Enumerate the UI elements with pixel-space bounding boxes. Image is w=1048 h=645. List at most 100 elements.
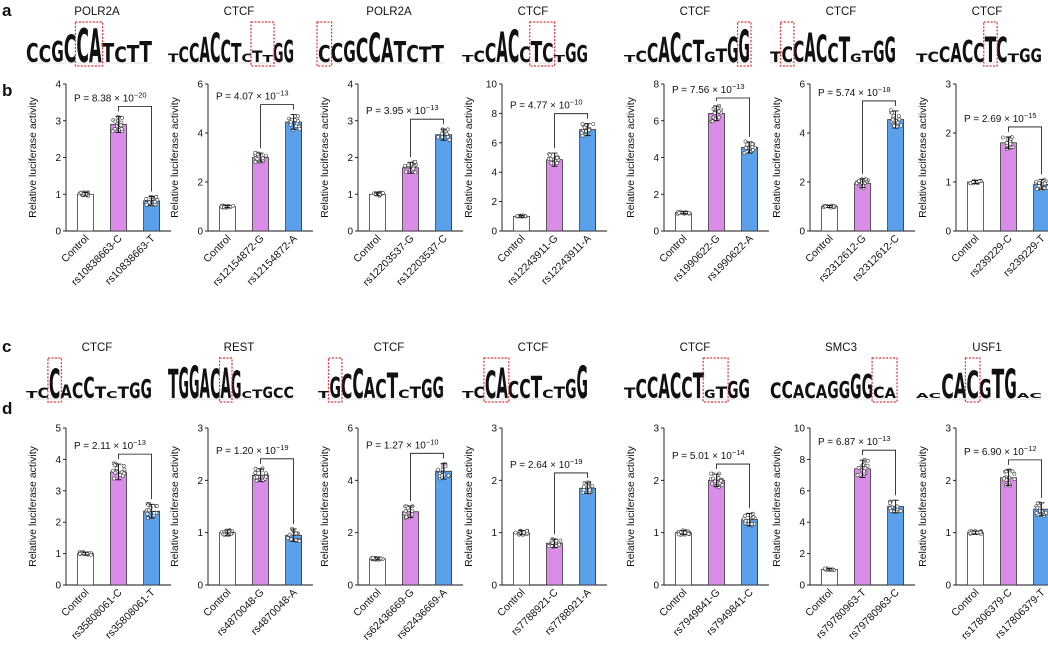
motif-title: CTCF: [680, 342, 711, 354]
variant-highlight-box: [327, 357, 343, 403]
p-value-mantissa: P = 4.07 × 10: [216, 92, 276, 103]
x-category-label: Control: [657, 233, 689, 265]
logo-letter-T: T: [531, 371, 542, 407]
replicate-point: [260, 156, 265, 161]
replicate-point: [436, 467, 440, 472]
bar-allele-2: [579, 129, 596, 232]
bar-allele-2: [887, 506, 904, 586]
logo-letter-T: T: [462, 53, 474, 64]
logo-letter-A: A: [885, 386, 897, 402]
logo-letter-T: T: [431, 41, 444, 68]
logo-letter-G: G: [433, 372, 444, 404]
replicate-point: [865, 463, 870, 468]
replicate-point: [443, 464, 448, 469]
replicate-point: [1008, 142, 1013, 146]
p-value-exponent: −13: [732, 82, 745, 91]
logo-letter-C: C: [670, 366, 681, 407]
variant-highlight-box: [964, 357, 981, 403]
significance-bracket: [862, 449, 896, 496]
p-value-label: P = 8.38 × 10−20: [74, 90, 147, 104]
replicate-point: [264, 474, 268, 479]
p-value-label: P = 5.01 × 10−14: [672, 448, 745, 462]
logo-letter-C: C: [827, 38, 838, 68]
logo-letter-G: G: [739, 374, 750, 404]
motif-title: CTCF: [680, 6, 711, 18]
replicate-point: [580, 133, 585, 138]
bar-allele-2: [435, 470, 452, 586]
logo-letter-C: C: [284, 383, 295, 402]
logo-letter-A: A: [658, 367, 670, 406]
y-tick-label: 2: [491, 476, 497, 487]
logo-letter-T: T: [693, 35, 704, 71]
logo-letter-G: G: [850, 52, 861, 65]
p-value-label: P = 3.95 × 10−13: [366, 103, 439, 117]
replicate-point: [113, 470, 118, 475]
y-tick-label: 2: [799, 549, 805, 560]
logo-letter-A: A: [60, 381, 72, 403]
y-axis-label: Relative luciferase activity: [319, 96, 331, 218]
logo-letter-T: T: [26, 389, 38, 400]
logo-letter-C: C: [273, 386, 284, 402]
logo-letter-G: G: [565, 38, 576, 68]
y-tick-label: 3: [55, 486, 61, 497]
logo-letter-C: C: [542, 388, 553, 401]
replicate-point: [1007, 475, 1011, 480]
y-tick-label: 2: [945, 129, 951, 140]
replicate-point: [855, 473, 860, 478]
significance-bracket: [260, 104, 294, 149]
p-value-exponent: −10: [570, 98, 583, 107]
logo-letter-C: C: [221, 35, 232, 71]
replicate-point: [406, 506, 410, 511]
replicate-point: [446, 473, 451, 478]
replicate-point: [857, 179, 861, 184]
logo-letter-C: C: [76, 18, 89, 73]
logo-letter-C: C: [781, 377, 792, 404]
replicate-point: [1000, 135, 1005, 140]
logo-letter-C: C: [473, 383, 484, 402]
p-value-mantissa: P = 2.11 × 10: [74, 441, 134, 452]
logo-letter-G: G: [284, 35, 295, 71]
replicate-point: [444, 131, 449, 136]
y-tick-label: 0: [197, 581, 203, 592]
y-tick-label: 4: [653, 153, 659, 164]
chart-11: Relative luciferase activity0123Controlr…: [463, 424, 607, 638]
logo-letter-G: G: [827, 377, 838, 404]
p-value-mantissa: P = 7.56 × 10: [672, 85, 732, 96]
logo-letter-T: T: [716, 383, 728, 402]
y-tick-label: 0: [945, 227, 951, 238]
p-value-label: P = 5.74 × 10−18: [818, 85, 891, 99]
replicate-point: [580, 122, 585, 126]
logo-letter-G: G: [727, 377, 738, 404]
replicate-point: [586, 484, 590, 489]
replicate-point: [287, 532, 292, 537]
logo-letter-C: C: [873, 383, 884, 402]
bar-allele-2: [435, 134, 452, 232]
x-category-label: Control: [201, 587, 233, 619]
logo-letter-G: G: [850, 367, 861, 406]
p-value-label: P = 2.64 × 10−19: [510, 457, 583, 471]
logo-letter-C: C: [398, 388, 409, 401]
replicate-point: [410, 509, 415, 513]
logo-letter-A: A: [221, 359, 232, 408]
p-value-exponent: −15: [1024, 111, 1037, 120]
logo-letter-G: G: [231, 365, 242, 408]
logo-letter-T: T: [252, 47, 263, 66]
logo-letter-A: A: [364, 372, 376, 404]
logo-letter-T: T: [231, 38, 242, 68]
y-tick-label: 3: [945, 424, 951, 435]
p-value-exponent: −13: [133, 438, 146, 447]
replicate-point: [291, 127, 295, 132]
y-axis-label: Relative luciferase activity: [27, 96, 39, 218]
y-axis-label: Relative luciferase activity: [319, 445, 331, 567]
replicate-point: [711, 476, 715, 481]
x-category-label: Control: [351, 233, 383, 265]
p-value-label: P = 4.77 × 10−10: [510, 98, 583, 112]
p-value-mantissa: P = 2.69 × 10: [964, 114, 1024, 125]
logo-letter-C: C: [770, 379, 781, 403]
replicate-point: [404, 169, 408, 174]
replicate-point: [717, 115, 721, 120]
replicate-point: [263, 471, 268, 476]
replicate-point: [286, 536, 290, 541]
